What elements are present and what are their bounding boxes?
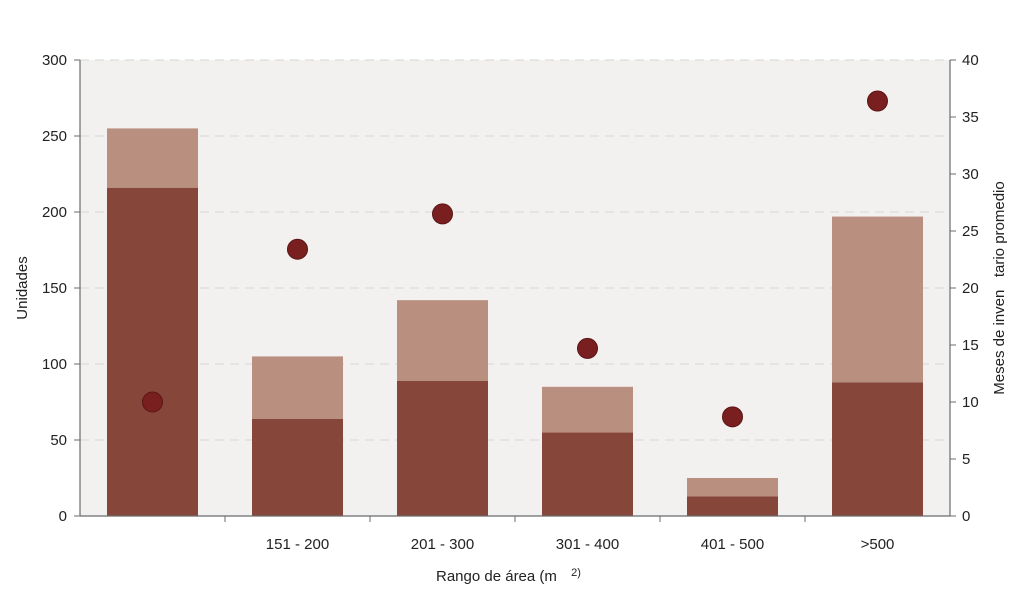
y-left-tick-label-6: 300 xyxy=(42,52,67,69)
bar-segment-0-3 xyxy=(542,432,633,516)
left-axis-ticks: 0 50 100 150 200 250 300 xyxy=(42,52,80,525)
bar-segment-0-0 xyxy=(107,187,198,516)
y-right-tick-label-6: 30 xyxy=(962,166,979,183)
bar-segment-1-1 xyxy=(252,356,343,419)
category-label-4: 401 - 500 xyxy=(701,536,764,553)
bar-segment-0-5 xyxy=(832,382,923,516)
bar-segment-1-4 xyxy=(687,478,778,497)
bar-segment-1-0 xyxy=(107,128,198,188)
dot-point-0-0 xyxy=(142,391,163,413)
bars xyxy=(107,128,923,516)
x-axis-title-main: Rango de área (m xyxy=(436,568,557,585)
bar-segment-1-2 xyxy=(397,300,488,381)
y-left-tick-label-2: 100 xyxy=(42,356,67,373)
dot-point-0-2 xyxy=(432,203,453,225)
y-right-tick-label-1: 5 xyxy=(962,451,970,468)
gridlines xyxy=(80,59,950,441)
y-left-tick-label-5: 250 xyxy=(42,128,67,145)
y-left-tick-label-4: 200 xyxy=(42,204,67,221)
y-right-tick-label-3: 15 xyxy=(962,337,979,354)
y-left-tick-label-0: 0 xyxy=(59,508,67,525)
category-labels: 151 - 200 201 - 300 301 - 400 401 - 500 >500 xyxy=(266,536,895,553)
dot-point-0-4 xyxy=(722,406,743,428)
y-axis-title-right: Meses de inven tario promedio xyxy=(991,181,1008,394)
x-axis-title: Rango de área (m 2) xyxy=(436,567,581,585)
bar-segment-0-1 xyxy=(252,418,343,516)
x-axis-title-superscript: 2) xyxy=(571,567,581,579)
category-label-2: 201 - 300 xyxy=(411,536,474,553)
y-axis-title-left: Unidades xyxy=(14,256,31,319)
dot-point-0-1 xyxy=(287,238,308,260)
y-right-tick-label-0: 0 xyxy=(962,508,970,525)
y-left-tick-label-1: 50 xyxy=(50,432,67,449)
bar-segment-1-3 xyxy=(542,386,633,433)
y-right-tick-label-2: 10 xyxy=(962,394,979,411)
bar-segment-0-4 xyxy=(687,496,778,516)
dot-point-0-5 xyxy=(867,90,888,112)
right-axis-ticks: 0 5 10 15 20 25 30 35 40 xyxy=(950,52,979,525)
y-right-tick-label-7: 35 xyxy=(962,109,979,126)
y-right-tick-label-4: 20 xyxy=(962,280,979,297)
category-label-5: >500 xyxy=(861,536,895,553)
category-label-1: 151 - 200 xyxy=(266,536,329,553)
dot-point-0-3 xyxy=(577,337,598,359)
dots xyxy=(142,90,888,428)
y-right-tick-label-8: 40 xyxy=(962,52,979,69)
bar-segment-0-2 xyxy=(397,380,488,516)
bar-segment-1-5 xyxy=(832,216,923,383)
y-right-tick-label-5: 25 xyxy=(962,223,979,240)
y-left-tick-label-3: 150 xyxy=(42,280,67,297)
category-label-3: 301 - 400 xyxy=(556,536,619,553)
